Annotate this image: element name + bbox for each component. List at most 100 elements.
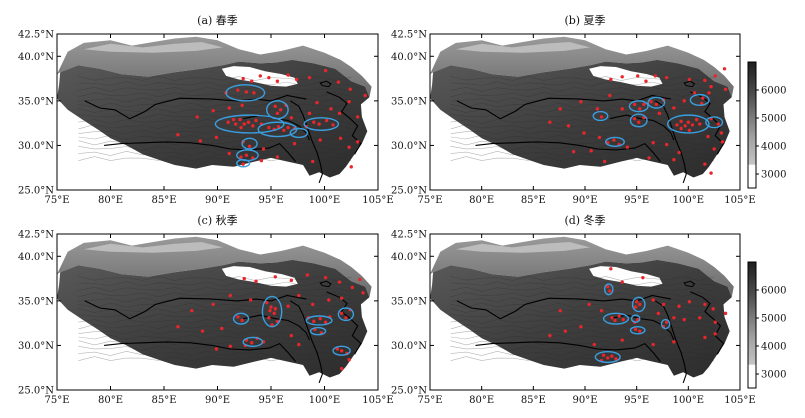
station-point <box>265 300 269 305</box>
station-point <box>620 338 624 342</box>
x-tick-label: 75°E <box>417 195 442 206</box>
station-point <box>707 91 711 95</box>
cluster-ellipse <box>689 93 710 107</box>
station-point <box>250 79 254 83</box>
station-point <box>337 111 342 116</box>
cluster-ellipse <box>242 336 264 348</box>
x-tick-label: 100°E <box>309 395 340 406</box>
x-tick-label: 105°E <box>362 195 393 206</box>
station-point <box>703 335 707 340</box>
station-point <box>664 142 669 147</box>
map-panel-3: 75°E 80°E 85°E 90°E 95°E 100°E 105°E 25.0°N 30.0… <box>18 213 394 406</box>
station-point <box>651 141 655 145</box>
station-point <box>318 316 322 321</box>
lake-outline <box>319 80 332 88</box>
terrain-ridge <box>450 313 715 319</box>
station-point <box>632 116 637 121</box>
y-tick-label: 30.0°N <box>18 141 54 152</box>
x-tick-label: 105°E <box>724 395 755 406</box>
x-tick-label: 85°E <box>521 395 546 406</box>
station-point <box>706 134 710 139</box>
station-point <box>661 302 666 307</box>
station-point <box>226 120 230 124</box>
station-point <box>236 88 240 92</box>
y-tick-label: 42.5°N <box>391 30 427 41</box>
y-tick-label: 25.0°N <box>391 186 427 197</box>
station-point <box>273 275 277 279</box>
x-tick-label: 75°E <box>44 195 69 206</box>
cluster-ellipse <box>647 96 666 109</box>
station-point <box>238 117 242 122</box>
station-point <box>698 122 702 126</box>
x-tick-label: 95°E <box>258 395 283 406</box>
boundary-line <box>84 94 307 120</box>
terrain-ridge <box>450 124 715 130</box>
cluster-ellipse <box>289 127 309 139</box>
station-point <box>633 327 638 332</box>
terrain-ridge <box>78 156 352 162</box>
terrain-ridge <box>450 102 715 108</box>
station-point <box>231 117 236 122</box>
x-tick-label: 80°E <box>98 195 123 206</box>
lake-outline <box>683 280 696 288</box>
terrain-ridge <box>450 113 715 119</box>
station-point <box>273 104 277 108</box>
terrain-ridge <box>78 86 352 92</box>
panel-title: (a) 春季 <box>197 14 238 27</box>
station-point <box>610 354 614 358</box>
station-point <box>617 314 621 318</box>
station-point <box>694 117 699 122</box>
terrain-ridge <box>78 150 352 156</box>
station-point <box>254 279 258 283</box>
station-point <box>347 100 351 104</box>
plateau-terrain <box>57 59 370 178</box>
y-tick-label: 35.0°N <box>18 96 54 107</box>
x-tick-label: 105°E <box>362 395 393 406</box>
terrain-ridge <box>78 329 352 335</box>
map-panel-2: 75°E 80°E 85°E 90°E 95°E 100°E 105°E 25.0°N 30.0… <box>391 14 756 206</box>
colorbar-tick-label: 3000 <box>761 370 786 381</box>
station-point <box>654 102 658 107</box>
cluster-ellipse <box>705 116 724 129</box>
station-point <box>606 284 610 289</box>
panel-title: (b) 夏季 <box>564 14 605 27</box>
station-point <box>176 325 180 329</box>
station-point <box>239 125 243 130</box>
cluster-ellipse <box>629 113 648 128</box>
x-tick-label: 90°E <box>572 195 597 206</box>
terrain-ridge <box>78 92 352 98</box>
boundary-line <box>104 341 297 362</box>
cluster-ellipse <box>261 295 283 328</box>
station-point <box>703 302 707 307</box>
cluster-ellipse <box>337 307 355 322</box>
station-point <box>327 298 331 302</box>
station-point <box>548 333 552 338</box>
station-point <box>690 123 695 127</box>
station-point <box>703 78 707 83</box>
terrain-ridge <box>450 92 715 98</box>
station-point <box>609 267 613 271</box>
station-point <box>610 316 614 320</box>
station-point <box>261 147 266 151</box>
station-point <box>609 77 613 82</box>
station-point <box>292 141 297 146</box>
station-point <box>294 77 299 82</box>
station-point <box>338 136 343 140</box>
cluster-ellipse <box>631 296 646 313</box>
terrain-ridge <box>78 308 352 314</box>
station-point <box>228 293 233 298</box>
station-point <box>719 131 724 135</box>
station-point <box>358 277 362 282</box>
terrain-ridge <box>78 75 352 82</box>
station-point <box>651 298 655 302</box>
terrain-ridge <box>450 134 715 140</box>
station-point <box>335 347 340 351</box>
station-point <box>347 145 351 149</box>
station-point <box>642 102 646 107</box>
station-point <box>592 342 596 347</box>
low-elevation-basin <box>589 66 663 87</box>
station-point <box>614 357 618 361</box>
x-tick-label: 75°E <box>417 395 442 406</box>
terrain-ridge <box>450 150 715 156</box>
cluster-ellipse <box>603 283 614 296</box>
